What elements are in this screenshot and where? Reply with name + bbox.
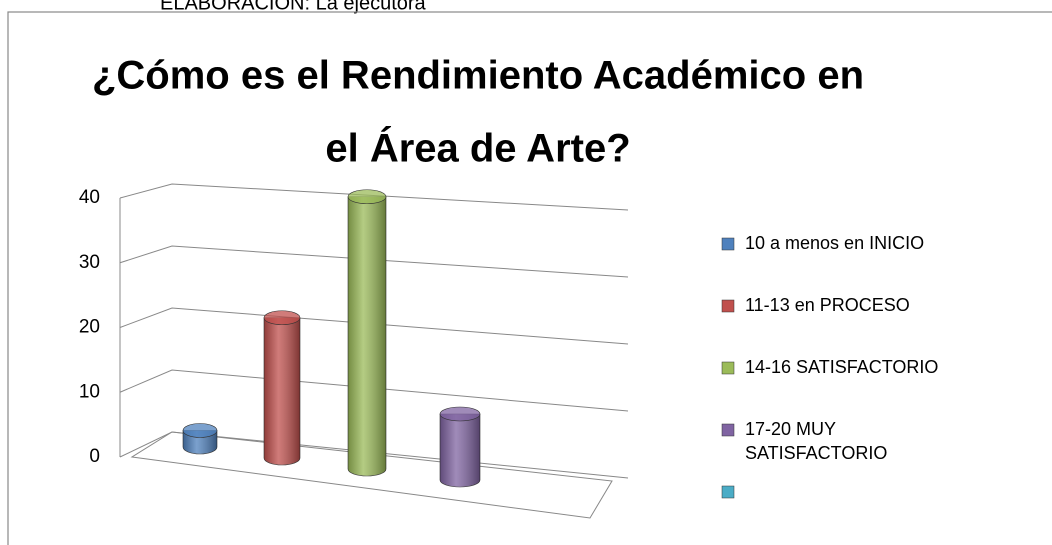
bar-shade bbox=[264, 317, 300, 465]
legend-swatch bbox=[721, 485, 735, 499]
grid-line bbox=[119, 307, 629, 345]
y-tick-label: 30 bbox=[79, 252, 100, 273]
bar-top bbox=[439, 406, 481, 422]
legend-line: 17-20 MUY bbox=[745, 419, 836, 439]
bar-shade bbox=[348, 196, 386, 476]
legend-label: 14-16 SATISFACTORIO bbox=[745, 357, 938, 377]
legend-label: 10 a menos en INICIO bbox=[745, 233, 924, 253]
chart-title: ¿Cómo es el Rendimiento Académico en bbox=[92, 54, 864, 98]
grid-line bbox=[119, 183, 629, 211]
bar-shade bbox=[440, 414, 480, 487]
legend-label: 17-20 MUY SATISFACTORIO bbox=[745, 419, 887, 463]
y-tick-label: 20 bbox=[79, 317, 100, 338]
caption: ELABORACION: La ejecutora bbox=[160, 0, 427, 14]
grid-line bbox=[119, 369, 629, 412]
y-tick-label: 0 bbox=[89, 446, 100, 467]
bar bbox=[439, 406, 481, 488]
bar bbox=[182, 423, 218, 455]
grid-line bbox=[119, 245, 629, 278]
legend-swatch bbox=[721, 361, 735, 375]
y-tick-label: 40 bbox=[79, 187, 100, 208]
bar-top bbox=[263, 310, 301, 326]
legend-line: SATISFACTORIO bbox=[745, 443, 887, 463]
legend-swatch bbox=[721, 299, 735, 313]
legend-swatch bbox=[721, 423, 735, 437]
chart-frame bbox=[7, 11, 1052, 545]
chart-title: el Área de Arte? bbox=[325, 126, 630, 171]
bar bbox=[263, 310, 301, 466]
bar bbox=[347, 189, 387, 477]
legend-label: 11-13 en PROCESO bbox=[745, 295, 910, 315]
floor bbox=[130, 431, 613, 519]
bar-top bbox=[182, 423, 218, 438]
legend-swatch bbox=[721, 237, 735, 251]
bar-top bbox=[347, 189, 387, 205]
y-tick-label: 10 bbox=[79, 381, 100, 402]
